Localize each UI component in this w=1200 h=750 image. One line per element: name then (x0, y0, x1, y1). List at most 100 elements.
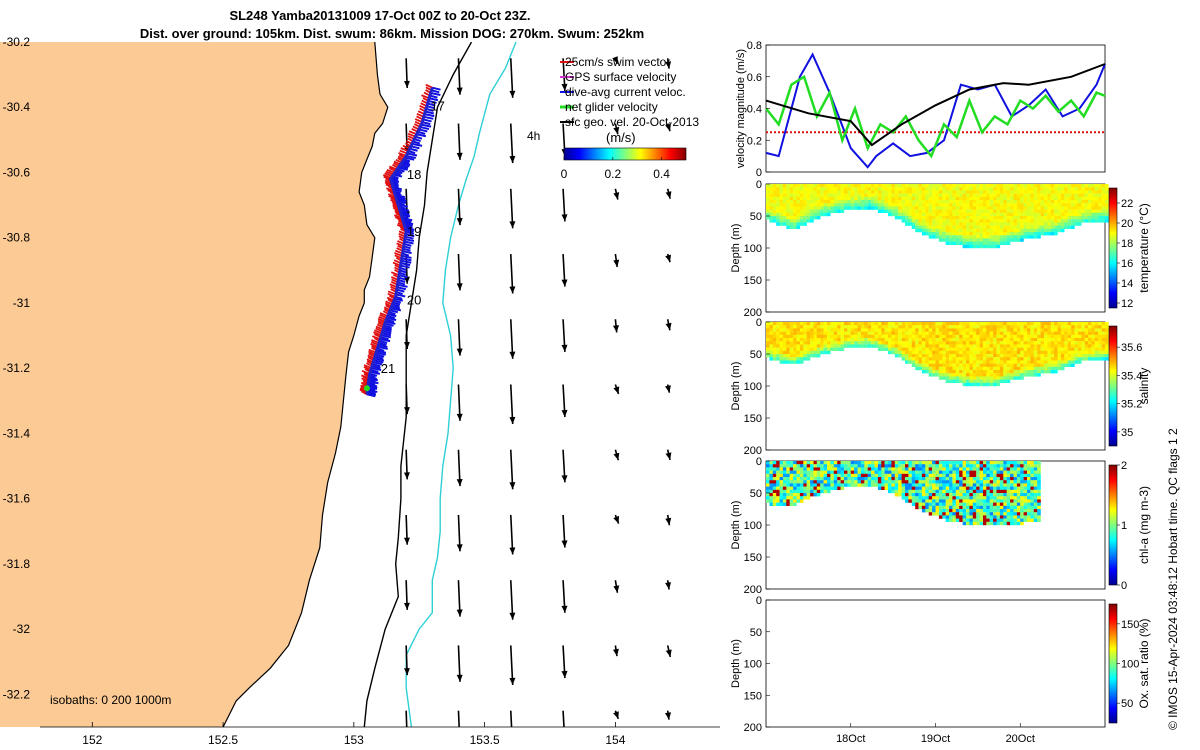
section-cell (881, 461, 885, 465)
section-cell (1101, 357, 1106, 361)
section-cell (996, 193, 1001, 197)
section-cell (938, 354, 943, 358)
section-cell (1054, 222, 1058, 226)
vector-head (613, 648, 619, 657)
section-cell (1006, 486, 1011, 490)
section-cell (905, 354, 909, 358)
section-cell (799, 187, 804, 191)
section-cell (1088, 344, 1092, 348)
section-cell (840, 322, 845, 326)
section-cell (986, 464, 990, 468)
section-cell (867, 480, 872, 484)
section-cell (972, 222, 977, 226)
section-cell (911, 196, 916, 201)
section-cell (1016, 483, 1021, 487)
section-cell (928, 493, 933, 497)
section-cell (789, 480, 794, 484)
section-cell (810, 354, 814, 358)
section-cell (1084, 341, 1089, 345)
section-cell (932, 360, 936, 364)
section-cell (945, 187, 950, 191)
section-cell (1037, 200, 1041, 204)
section-cell (979, 480, 984, 484)
section-cell (972, 244, 977, 249)
section-cell (972, 209, 977, 213)
section-cell (1071, 322, 1075, 326)
section-cell (928, 222, 933, 226)
section-cell (918, 461, 923, 465)
section-cell (921, 370, 926, 374)
section-cell (844, 184, 848, 188)
section-cell (983, 203, 987, 207)
section-cell (908, 338, 912, 342)
section-cell (806, 216, 811, 220)
map-y-tick-label: -30.6 (3, 165, 31, 179)
section-cell (901, 196, 906, 201)
section-cell (911, 350, 916, 355)
section-cell (928, 344, 933, 348)
section-cell (1050, 209, 1055, 213)
section-cell (871, 470, 875, 474)
section-cell (1057, 209, 1062, 213)
section-cell (793, 193, 797, 197)
section-cell (1030, 334, 1034, 339)
section-cell (772, 200, 777, 204)
section-cell (959, 219, 963, 223)
section-cell (1010, 347, 1014, 351)
section-cell (799, 322, 804, 326)
section-cell (803, 190, 807, 194)
section-cell (1027, 322, 1031, 326)
section-cell (938, 467, 943, 471)
section-cell (949, 228, 953, 233)
section-cell (959, 241, 963, 245)
section-cell (796, 499, 801, 503)
section-cell (1010, 338, 1014, 342)
section-cell (999, 470, 1004, 474)
section-cell (976, 338, 980, 342)
map-y-tick-label: -30.2 (3, 35, 31, 49)
section-cell (1016, 216, 1021, 220)
section-cell (1030, 467, 1034, 471)
section-cell (1054, 366, 1058, 371)
section-cell (911, 489, 916, 494)
section-cell (898, 477, 902, 481)
section-cell (1084, 187, 1089, 191)
section-cell (786, 347, 790, 351)
section-cell (1105, 190, 1109, 194)
section-cell (1023, 499, 1028, 503)
section-cell (1033, 493, 1038, 497)
section-cell (905, 334, 909, 339)
section-cell (942, 216, 946, 220)
section-cell (796, 489, 801, 494)
section-cell (969, 350, 973, 355)
section-cell (1013, 322, 1018, 326)
section-cell (952, 512, 956, 516)
section-cell (918, 505, 923, 510)
section-cell (996, 363, 1001, 367)
section-cell (1084, 344, 1089, 348)
section-cell (1071, 190, 1075, 194)
section-cell (921, 480, 926, 484)
section-data-cells (766, 184, 1109, 249)
section-cell (1040, 347, 1045, 351)
section-cell (1010, 222, 1014, 226)
section-cell (874, 334, 879, 339)
vector-head (404, 602, 410, 610)
section-cell (874, 184, 879, 188)
section-cell (1077, 216, 1082, 220)
section-cell (789, 193, 794, 197)
section-cell (813, 483, 818, 487)
section-cell (1040, 222, 1045, 226)
section-cell (986, 470, 990, 474)
section-cell (962, 228, 967, 233)
section-cell (1040, 370, 1045, 374)
section-cell (918, 354, 923, 358)
section-cell (908, 212, 912, 217)
section-cell (793, 499, 797, 503)
section-cell (1094, 341, 1099, 345)
section-cell (942, 322, 946, 326)
section-cell (1074, 347, 1079, 351)
section-cell (1074, 196, 1079, 201)
section-cell (969, 190, 973, 194)
section-cell (871, 344, 875, 348)
